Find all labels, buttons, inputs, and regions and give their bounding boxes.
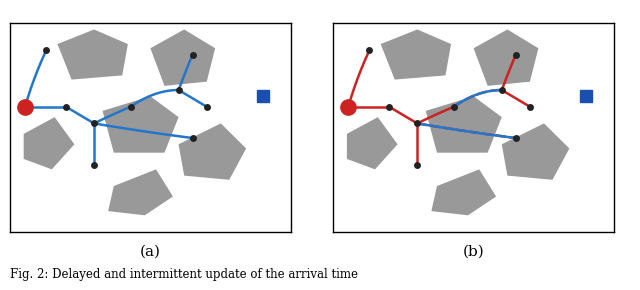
Polygon shape [150, 30, 215, 86]
Polygon shape [58, 30, 128, 79]
Polygon shape [474, 30, 538, 86]
Polygon shape [179, 124, 246, 180]
Polygon shape [102, 96, 179, 153]
Polygon shape [502, 124, 570, 180]
Polygon shape [24, 117, 74, 169]
Polygon shape [347, 117, 397, 169]
Polygon shape [431, 169, 496, 215]
Polygon shape [381, 30, 451, 79]
Text: (a): (a) [140, 244, 161, 258]
Polygon shape [426, 96, 502, 153]
Polygon shape [108, 169, 173, 215]
Text: Fig. 2: Delayed and intermittent update of the arrival time: Fig. 2: Delayed and intermittent update … [10, 268, 358, 281]
Text: (b): (b) [463, 244, 484, 258]
